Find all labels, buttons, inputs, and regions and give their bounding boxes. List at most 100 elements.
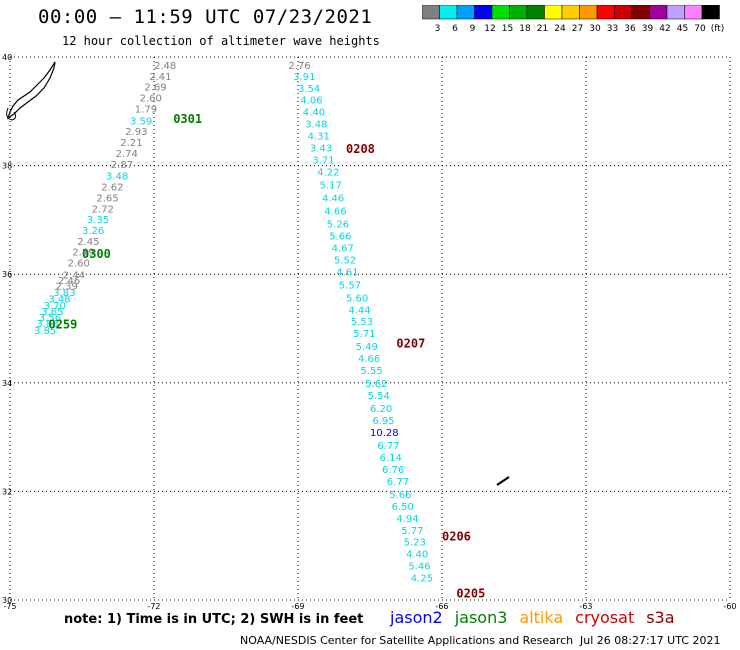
wave-height-value: 6.14 <box>380 453 402 464</box>
wave-height-value: 4.40 <box>303 108 325 119</box>
wave-height-value: 4.44 <box>348 305 370 316</box>
color-scale-label: 15 <box>502 24 513 34</box>
pass-time-label: 0206 <box>442 529 471 543</box>
wave-height-value: 4.61 <box>336 267 358 278</box>
wave-height-value: 5.46 <box>408 562 430 573</box>
wave-height-value: 5.77 <box>401 526 423 537</box>
longitude-tick-label: -63 <box>579 602 592 610</box>
wave-height-value: 3.48 <box>48 294 70 305</box>
color-scale-label: 21 <box>537 24 548 34</box>
wave-height-value: 2.39 <box>56 281 78 292</box>
wave-height-value: 3.48 <box>305 120 327 131</box>
longitude-tick-label: -66 <box>435 602 448 610</box>
wave-height-value: 5.57 <box>339 280 361 291</box>
satellite-legend: jason2 jason3 altika cryosat s3a <box>390 608 687 627</box>
wave-height-value: 2.89 <box>72 248 94 259</box>
color-scale-label: 24 <box>554 24 566 34</box>
color-scale-label: 18 <box>519 24 531 34</box>
coastline <box>6 61 56 120</box>
wave-height-value: 3.71 <box>312 155 334 166</box>
generation-timestamp: Jul 26 08:27:17 UTC 2021 <box>580 634 721 647</box>
color-scale-bar: 3 6 9 12 15 18 21 24 27 30 33 36 39 42 45 70 (ft) <box>422 5 724 34</box>
wave-height-value: 3.48 <box>106 172 128 183</box>
wave-height-value: 5.17 <box>320 180 342 191</box>
longitude-tick-label: -69 <box>291 602 304 610</box>
wave-height-value: 5.52 <box>334 255 356 266</box>
wave-height-value: 2.21 <box>120 138 142 149</box>
wave-height-value: 4.22 <box>317 167 339 178</box>
wave-height-value: 4.66 <box>358 354 380 365</box>
wave-height-value: 5.60 <box>346 293 368 304</box>
color-swatch <box>701 5 720 20</box>
wave-height-value: 2.48 <box>154 61 176 72</box>
longitude-tick-label: -72 <box>147 602 160 610</box>
legend-altika: altika <box>519 608 564 627</box>
wave-height-value: 4.66 <box>324 206 346 217</box>
wave-height-value: 2.65 <box>96 193 118 204</box>
latitude-tick-label: 38 <box>2 162 12 171</box>
wave-height-value: 3.70 <box>44 301 66 312</box>
wave-height-value: 6.20 <box>370 404 392 415</box>
pass-time-label: 0207 <box>396 337 425 351</box>
wave-height-value: 4.25 <box>411 574 433 585</box>
color-scale-label: 27 <box>572 24 583 34</box>
wave-height-value: 2.41 <box>149 72 171 83</box>
wave-height-value: 3.56 <box>39 313 61 324</box>
wave-height-value: 3.43 <box>310 143 332 154</box>
footnote: note: 1) Time is in UTC; 2) SWH is in fe… <box>64 612 364 627</box>
wave-height-value: 4.94 <box>396 514 418 525</box>
wave-height-value: 6.95 <box>372 416 394 427</box>
color-scale-label: 9 <box>470 24 476 34</box>
wave-height-value: 2.44 <box>63 271 85 282</box>
wave-height-value: 3.59 <box>130 116 152 127</box>
wave-height-value: 2.74 <box>116 149 138 160</box>
island-bermuda <box>496 476 510 486</box>
color-scale-label: 12 <box>484 24 495 34</box>
wave-height-value: 2.93 <box>125 127 147 138</box>
wave-height-value: 3.26 <box>82 226 104 237</box>
wave-height-value: 3.85 <box>34 326 56 337</box>
wave-height-value: 2.45 <box>77 237 99 248</box>
wave-height-value: 5.54 <box>368 391 390 402</box>
pass-time-label: 0205 <box>456 586 485 600</box>
wave-height-value: 5.55 <box>360 366 382 377</box>
wave-height-value: 2.60 <box>68 259 90 270</box>
color-scale-label: 45 <box>677 24 688 34</box>
coastline <box>6 107 17 121</box>
wave-height-value: 1.79 <box>135 104 157 115</box>
pass-time-label: 0208 <box>346 142 375 156</box>
latitude-tick-label: 32 <box>2 487 12 496</box>
latitude-tick-label: 40 <box>2 53 12 62</box>
map-subtitle: 12 hour collection of altimeter wave hei… <box>62 34 380 48</box>
wave-height-value: 3.54 <box>298 84 320 95</box>
wave-height-value: 3.35 <box>87 215 109 226</box>
pass-time-label: 0300 <box>82 247 111 261</box>
wave-height-value: 4.67 <box>332 243 354 254</box>
wave-height-value: 2.62 <box>101 183 123 194</box>
pass-time-label: 0301 <box>173 112 202 126</box>
legend-cryosat: cryosat <box>575 608 635 627</box>
longitude-tick-label: -75 <box>3 602 16 610</box>
wave-height-map: -75 -72 -69 -66 -63 -604038363432302.482.412.… <box>2 53 737 610</box>
wave-height-value: 5.53 <box>351 317 373 328</box>
wave-height-value: 6.77 <box>377 441 399 452</box>
wave-height-value: 2.76 <box>288 61 310 72</box>
color-scale-label: 6 <box>452 24 458 34</box>
wave-height-value: 4.40 <box>406 550 428 561</box>
wave-height-value: 2.87 <box>111 160 133 171</box>
wave-height-value: 5.62 <box>365 379 387 390</box>
wave-height-value: 2.46 <box>58 276 80 287</box>
wave-height-value: 4.46 <box>322 193 344 204</box>
credit-line: NOAA/NESDIS Center for Satellite Applica… <box>240 634 574 647</box>
color-scale-label: 30 <box>589 24 601 34</box>
wave-height-value: 5.66 <box>389 490 411 501</box>
wave-height-value: 3.88 <box>36 319 58 330</box>
wave-height-value: 5.66 <box>329 231 351 242</box>
legend-jason2: jason2 <box>390 608 443 627</box>
wave-height-value: 5.49 <box>356 342 378 353</box>
wave-height-value: 4.31 <box>308 132 330 143</box>
wave-height-value: 5.23 <box>404 538 426 549</box>
color-scale-label: 39 <box>642 24 654 34</box>
wave-height-value: 6.76 <box>382 465 404 476</box>
legend-s3a: s3a <box>646 608 675 627</box>
